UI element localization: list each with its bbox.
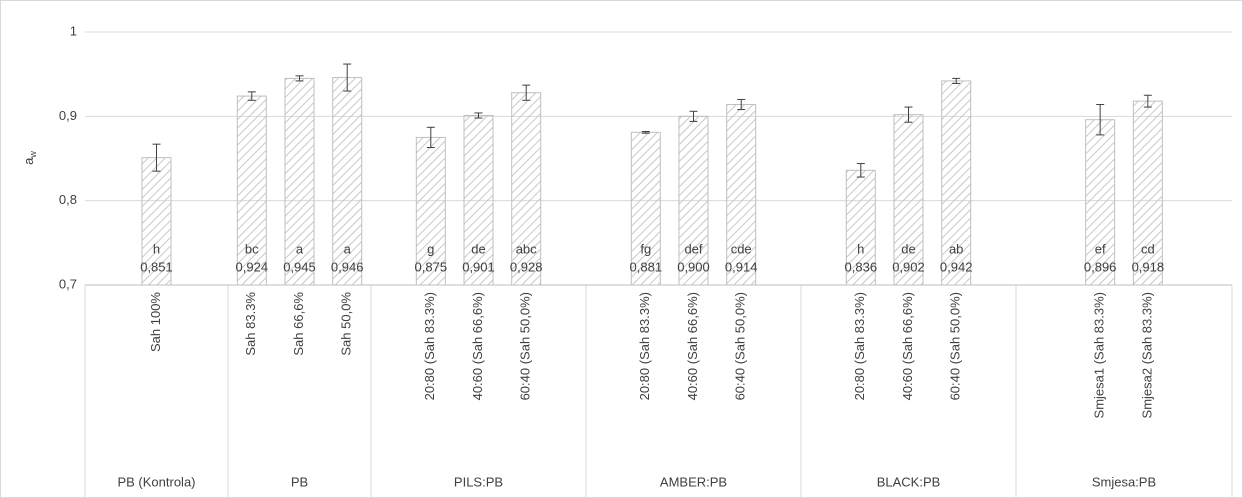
y-axis-title-sub: w bbox=[28, 151, 38, 159]
value-label: 0,900 bbox=[677, 259, 710, 274]
value-label: 0,945 bbox=[283, 259, 316, 274]
significance-letter: fg bbox=[640, 241, 651, 256]
x-tick-label: 20:80 (Sah 83.3%) bbox=[852, 292, 867, 400]
value-label: 0,896 bbox=[1084, 259, 1117, 274]
value-label: 0,918 bbox=[1132, 259, 1165, 274]
y-tick-label: 0,9 bbox=[59, 108, 77, 123]
x-tick-label: Sah 50,0% bbox=[339, 292, 354, 356]
significance-letter: ab bbox=[949, 241, 963, 256]
x-tick-label: Sah 83.3% bbox=[243, 292, 258, 356]
value-label: 0,851 bbox=[140, 259, 173, 274]
value-label: 0,875 bbox=[415, 259, 448, 274]
significance-letter: h bbox=[153, 241, 160, 256]
bar bbox=[236, 95, 267, 286]
group-label: Smjesa:PB bbox=[1092, 474, 1156, 489]
value-label: 0,924 bbox=[236, 259, 269, 274]
group-label: PILS:PB bbox=[454, 474, 503, 489]
significance-letter: cde bbox=[731, 241, 752, 256]
significance-letter: de bbox=[901, 241, 915, 256]
x-tick-label: Sah 100% bbox=[148, 292, 163, 352]
group-label: BLACK:PB bbox=[877, 474, 941, 489]
value-label: 0,914 bbox=[725, 259, 758, 274]
significance-letter: a bbox=[296, 241, 304, 256]
significance-letter: cd bbox=[1141, 241, 1155, 256]
bar bbox=[284, 77, 315, 286]
x-tick-label: 40:60 (Sah 66,6%) bbox=[685, 292, 700, 400]
bar bbox=[630, 131, 661, 286]
x-tick-label: Sah 66,6% bbox=[291, 292, 306, 356]
group-label: PB bbox=[291, 474, 308, 489]
x-tick-label: 40:60 (Sah 66,6%) bbox=[900, 292, 915, 400]
group-label: AMBER:PB bbox=[660, 474, 727, 489]
bar bbox=[141, 157, 172, 286]
x-tick-label: 40:60 (Sah 66,6%) bbox=[470, 292, 485, 400]
significance-letter: def bbox=[684, 241, 702, 256]
bar bbox=[726, 104, 757, 286]
significance-letter: h bbox=[857, 241, 864, 256]
significance-letter: bc bbox=[245, 241, 259, 256]
bar bbox=[511, 92, 542, 286]
x-tick-label: Smjesa1 (Sah 83.3%) bbox=[1092, 292, 1107, 418]
x-tick-label: 60:40 (Sah 50,0%) bbox=[733, 292, 748, 400]
value-label: 0,901 bbox=[462, 259, 495, 274]
value-label: 0,928 bbox=[510, 259, 543, 274]
significance-letter: a bbox=[344, 241, 352, 256]
significance-letter: g bbox=[427, 241, 434, 256]
bar bbox=[1132, 100, 1163, 286]
value-label: 0,881 bbox=[630, 259, 663, 274]
bar bbox=[678, 115, 709, 286]
value-label: 0,946 bbox=[331, 259, 364, 274]
x-tick-label: Smjesa2 (Sah 83.3%) bbox=[1139, 292, 1154, 418]
value-label: 0,836 bbox=[845, 259, 878, 274]
x-tick-label: 20:80 (Sah 83.3%) bbox=[637, 292, 652, 400]
bar bbox=[332, 77, 363, 286]
bar bbox=[845, 169, 876, 286]
significance-letter: de bbox=[471, 241, 485, 256]
x-tick-label: 60:40 (Sah 50,0%) bbox=[948, 292, 963, 400]
bar bbox=[941, 80, 972, 286]
bar bbox=[1085, 119, 1116, 286]
x-tick-label: 20:80 (Sah 83.3%) bbox=[422, 292, 437, 400]
y-tick-label: 1 bbox=[70, 23, 77, 38]
value-label: 0,902 bbox=[892, 259, 925, 274]
y-axis-title-main: a bbox=[21, 157, 36, 165]
y-axis-title: aw bbox=[21, 151, 38, 165]
y-tick-label: 0,7 bbox=[59, 276, 77, 291]
x-tick-label: 60:40 (Sah 50,0%) bbox=[518, 292, 533, 400]
bar bbox=[893, 114, 924, 286]
group-label: PB (Kontrola) bbox=[117, 474, 195, 489]
significance-letter: ef bbox=[1095, 241, 1106, 256]
significance-letter: abc bbox=[516, 241, 537, 256]
value-label: 0,942 bbox=[940, 259, 973, 274]
bar bbox=[463, 114, 494, 286]
y-tick-label: 0,8 bbox=[59, 192, 77, 207]
